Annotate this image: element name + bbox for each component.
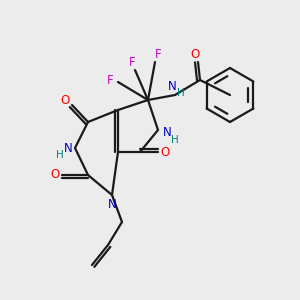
Text: F: F [155,49,161,62]
Text: O: O [60,94,70,106]
Text: N: N [64,142,72,154]
Text: H: H [177,88,185,98]
Text: N: N [163,125,171,139]
Text: N: N [108,197,116,211]
Text: H: H [56,150,64,160]
Text: F: F [129,56,135,70]
Text: O: O [50,169,60,182]
Text: O: O [160,146,169,158]
Text: F: F [107,74,113,86]
Text: N: N [168,80,176,94]
Text: O: O [190,49,200,62]
Text: H: H [171,135,179,145]
